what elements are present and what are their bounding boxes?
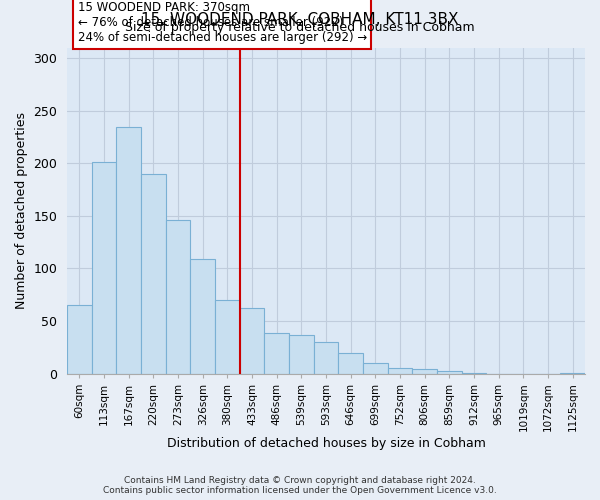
Bar xyxy=(67,306,92,374)
Text: 15, WOODEND PARK, COBHAM, KT11 3BX: 15, WOODEND PARK, COBHAM, KT11 3BX xyxy=(141,12,459,26)
Bar xyxy=(190,259,215,374)
Bar xyxy=(240,308,265,374)
Bar xyxy=(363,363,388,374)
X-axis label: Distribution of detached houses by size in Cobham: Distribution of detached houses by size … xyxy=(167,437,485,450)
Bar xyxy=(560,372,585,374)
Text: Size of property relative to detached houses in Cobham: Size of property relative to detached ho… xyxy=(125,22,475,35)
Bar xyxy=(116,128,141,374)
Bar xyxy=(314,342,338,374)
Y-axis label: Number of detached properties: Number of detached properties xyxy=(15,112,28,309)
Bar xyxy=(289,334,314,374)
Bar xyxy=(338,352,363,374)
Bar xyxy=(412,370,437,374)
Bar xyxy=(141,174,166,374)
Bar xyxy=(166,220,190,374)
Bar xyxy=(265,332,289,374)
Bar xyxy=(92,162,116,374)
Bar xyxy=(437,370,462,374)
Bar xyxy=(215,300,240,374)
Bar xyxy=(462,372,487,374)
Text: Contains HM Land Registry data © Crown copyright and database right 2024.
Contai: Contains HM Land Registry data © Crown c… xyxy=(103,476,497,495)
Bar xyxy=(388,368,412,374)
Text: 15 WOODEND PARK: 370sqm
← 76% of detached houses are smaller (922)
24% of semi-d: 15 WOODEND PARK: 370sqm ← 76% of detache… xyxy=(77,1,367,44)
